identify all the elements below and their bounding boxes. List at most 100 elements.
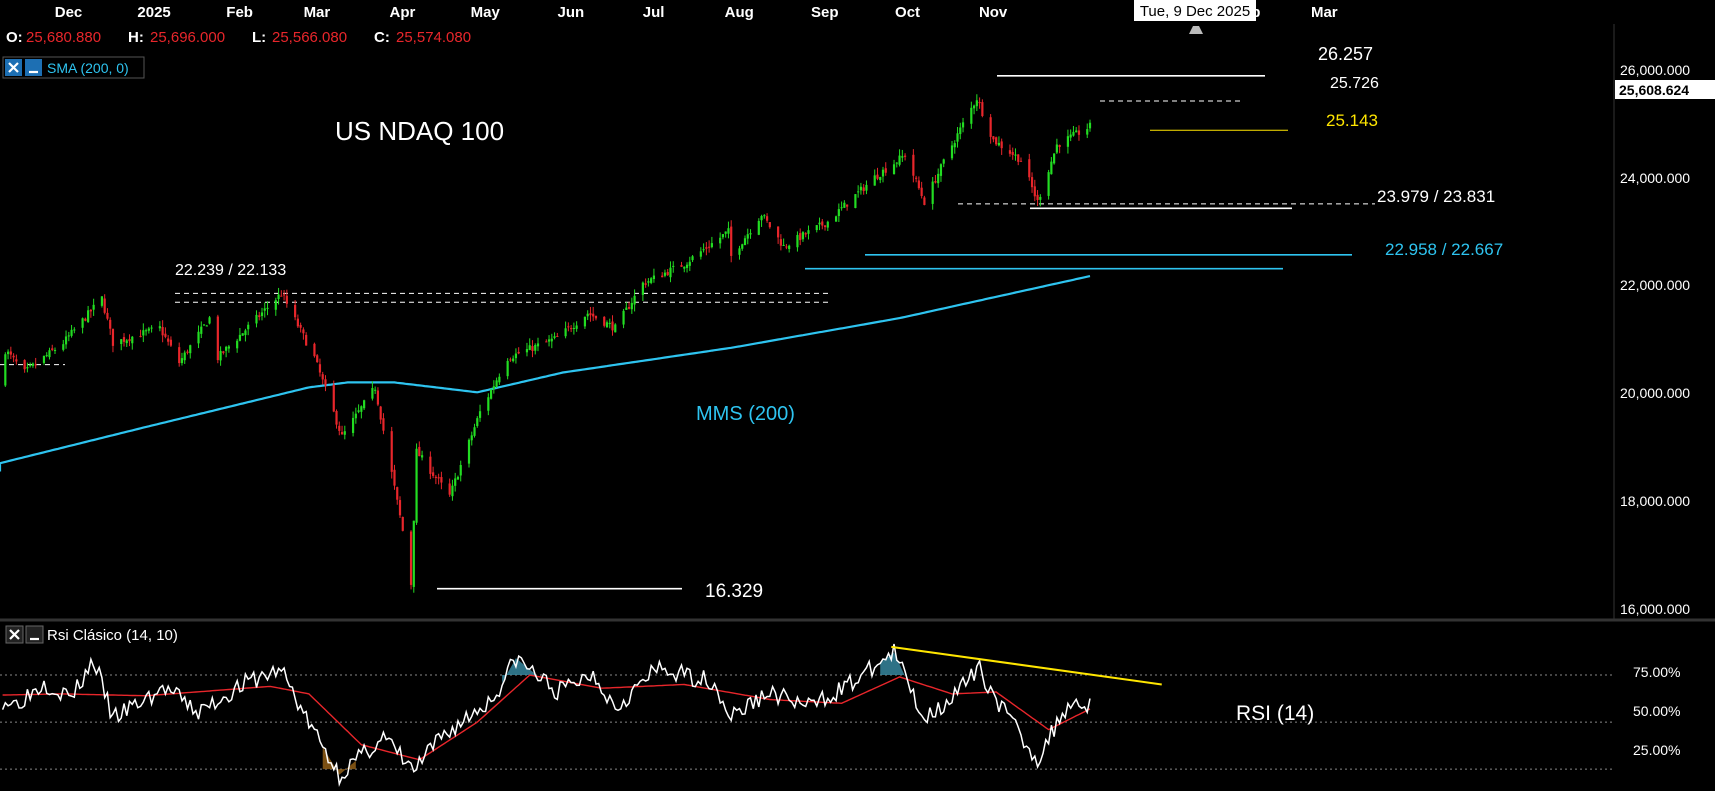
candle-body — [583, 316, 587, 327]
candle-body — [917, 180, 920, 189]
candle-body — [23, 360, 26, 370]
price-tick: 18,000.000 — [1620, 493, 1690, 509]
candle-body — [815, 225, 818, 231]
sma-chart-label: MMS (200) — [696, 403, 795, 425]
last-price: 25,608.624 — [1619, 82, 1689, 98]
candle-body — [125, 340, 128, 344]
candle-body — [862, 187, 865, 192]
month-tick: Feb — [226, 4, 253, 21]
candle-body — [429, 456, 432, 474]
candle-body — [603, 316, 606, 326]
candle-body — [470, 435, 473, 441]
candle-body — [197, 331, 200, 344]
candle-body — [379, 406, 382, 420]
candle-body — [779, 239, 782, 246]
candle-body — [131, 336, 134, 344]
month-tick: Aug — [725, 4, 754, 21]
candle-body — [451, 485, 454, 497]
candle-body — [605, 322, 609, 328]
candle-body — [222, 351, 225, 353]
candle-body — [45, 355, 48, 357]
candle-body — [420, 455, 424, 458]
candle-body — [495, 380, 498, 387]
candle-body — [318, 364, 322, 373]
candle-body — [950, 145, 954, 159]
candle-body — [26, 367, 29, 369]
candle-body — [167, 338, 170, 342]
candle-body — [956, 133, 959, 142]
close-value: 25,574.080 — [396, 29, 471, 46]
high-value: 25,696.000 — [150, 29, 225, 46]
rsi-legend: Rsi Clásico (14, 10) — [5, 625, 178, 644]
candle-body — [699, 251, 702, 257]
candle-body — [412, 520, 415, 587]
candle-body — [743, 238, 747, 246]
candle-body — [594, 315, 598, 319]
candle-body — [989, 117, 992, 137]
candle-body — [953, 143, 956, 148]
candle-body — [826, 221, 829, 228]
support2-label: 22.958 / 22.667 — [1385, 240, 1503, 259]
rsi-close-icon[interactable] — [5, 625, 24, 644]
sma-line — [0, 275, 1091, 472]
candle-body — [934, 181, 937, 183]
candle-body — [1036, 194, 1039, 201]
candle-body — [525, 349, 529, 353]
crosshair-date-box — [1134, 0, 1256, 21]
candle-body — [227, 346, 230, 349]
candle-body — [34, 364, 37, 366]
candle-body — [401, 516, 404, 531]
candle-body — [178, 347, 181, 364]
candle-body — [992, 136, 995, 140]
candle-body — [937, 173, 940, 184]
candle-body — [647, 281, 650, 283]
candle-body — [920, 187, 923, 197]
candle-body — [238, 334, 242, 341]
candle-body — [202, 324, 206, 326]
candle-body — [683, 266, 686, 269]
sma-layer — [0, 275, 1091, 472]
candle-body — [111, 328, 115, 346]
rsi-zone-fill — [322, 746, 356, 775]
candle-body — [903, 155, 907, 157]
open-value: 25,680.880 — [26, 29, 101, 46]
candle-body — [801, 232, 805, 240]
candle-body — [147, 328, 150, 331]
candle-body — [418, 446, 421, 457]
crosshair-marker-icon — [1189, 26, 1203, 34]
rsi-minimize-icon[interactable] — [25, 625, 44, 644]
candle-body — [415, 448, 418, 523]
candle-body — [236, 340, 239, 349]
candle-body — [1014, 154, 1017, 156]
minimize-icon[interactable] — [25, 59, 42, 76]
candle-body — [749, 233, 752, 235]
candle-body — [975, 100, 978, 107]
candle-body — [765, 216, 769, 221]
candle-body — [650, 278, 653, 283]
candle-body — [128, 339, 131, 342]
level-lines[interactable] — [0, 74, 1375, 590]
month-tick: Nov — [0, 4, 1, 21]
candle-body — [509, 359, 512, 361]
candle-body — [305, 334, 308, 346]
candle-body — [708, 246, 711, 248]
candle-body — [680, 265, 683, 267]
candle-body — [1008, 150, 1012, 154]
candle-body — [931, 181, 934, 204]
candle-body — [12, 355, 15, 358]
candle-body — [144, 330, 148, 332]
candle-body — [164, 333, 167, 337]
candle-body — [641, 282, 644, 295]
candle-body — [321, 374, 324, 380]
candle-body — [901, 156, 904, 158]
close-icon[interactable] — [5, 59, 22, 76]
candle-body — [299, 324, 302, 328]
candle-body — [959, 127, 962, 135]
candle-body — [1077, 130, 1081, 135]
candle-body — [721, 234, 725, 238]
candle-body — [517, 351, 520, 354]
candle-body — [219, 350, 222, 361]
candle-body — [876, 174, 879, 179]
crosshair-date: Tue, 9 Dec 2025 — [1140, 3, 1250, 20]
